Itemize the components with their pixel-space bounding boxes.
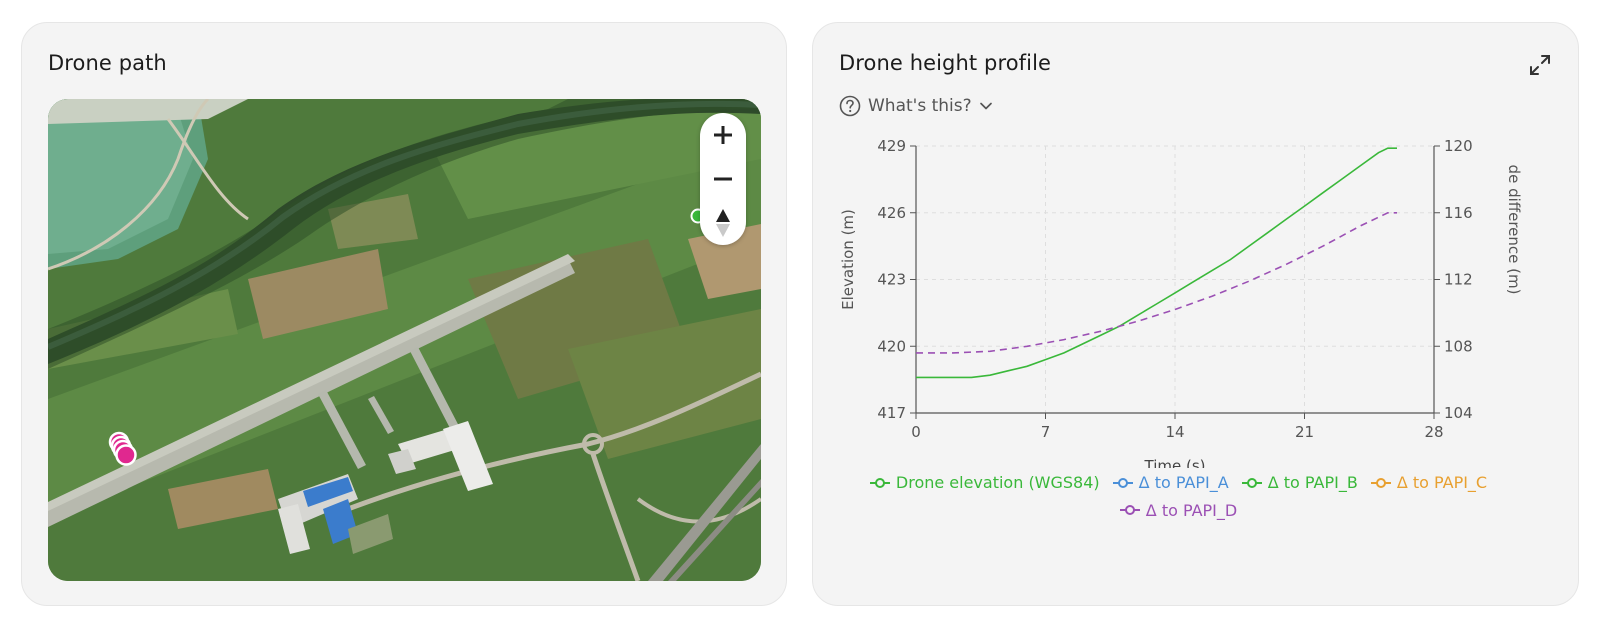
y2-axis-label: de difference (m)	[1505, 165, 1523, 295]
expand-icon	[1530, 55, 1550, 75]
legend-item-2[interactable]: Δ to PAPI_B	[1241, 469, 1358, 496]
map-imagery	[48, 99, 761, 581]
series-line-0	[916, 147, 1397, 379]
x-tick-label: 14	[1165, 423, 1184, 441]
legend-swatch-icon	[1241, 477, 1262, 488]
drone-marker-stack[interactable]	[106, 431, 146, 471]
legend-swatch-icon	[1370, 477, 1391, 488]
height-profile-title: Drone height profile	[839, 51, 1052, 75]
legend-item-3[interactable]: Δ to PAPI_C	[1370, 469, 1487, 496]
legend-label: Drone elevation (WGS84)	[895, 473, 1100, 492]
legend-swatch-icon	[869, 477, 890, 488]
y-tick-label: 423	[877, 271, 906, 289]
x-tick-label: 7	[1041, 423, 1051, 441]
y-tick-label: 420	[877, 337, 906, 355]
whats-this-toggle[interactable]: What's this?	[839, 94, 993, 118]
x-tick-label: 21	[1295, 423, 1314, 441]
legend-item-4[interactable]: Δ to PAPI_D	[1119, 497, 1237, 524]
chart-legend: Drone elevation (WGS84) Δ to PAPI_A Δ to P…	[833, 469, 1523, 524]
y-tick-label: 426	[877, 204, 906, 222]
chart-series	[916, 147, 1397, 379]
satellite-map[interactable]	[48, 99, 761, 581]
legend-item-0[interactable]: Drone elevation (WGS84)	[869, 469, 1100, 496]
expand-button[interactable]	[1528, 53, 1552, 77]
y-axis-label: Elevation (m)	[839, 209, 857, 310]
minus-icon	[714, 177, 732, 181]
y2-tick-label: 116	[1444, 204, 1473, 222]
map-zoom-control	[700, 113, 746, 245]
x-tick-label: 0	[911, 423, 921, 441]
drone-path-title: Drone path	[48, 51, 167, 75]
drone-path-card: Drone path	[21, 22, 787, 606]
y2-tick-label: 104	[1444, 404, 1473, 422]
height-profile-card: Drone height profile What's this? 0 7 14 21…	[812, 22, 1579, 606]
chevron-down-icon	[979, 102, 992, 110]
chart-ticks: 0 7 14 21 28 417 420 423 426 429 104 108 112 116 120	[877, 137, 1472, 441]
help-circle-icon	[839, 95, 861, 117]
legend-label: Δ to PAPI_C	[1396, 473, 1488, 492]
zoom-in-button[interactable]	[700, 113, 746, 157]
y2-tick-label: 120	[1444, 137, 1473, 155]
zoom-out-button[interactable]	[700, 157, 746, 201]
series-line-4	[916, 212, 1397, 354]
legend-label: Δ to PAPI_D	[1145, 500, 1238, 520]
legend-label: Δ to PAPI_B	[1267, 473, 1358, 492]
legend-item-1[interactable]: Δ to PAPI_A	[1112, 469, 1229, 496]
y2-tick-label: 108	[1444, 337, 1473, 355]
compass-north-icon	[716, 209, 730, 237]
legend-label: Δ to PAPI_A	[1138, 473, 1229, 492]
plus-icon	[714, 126, 732, 144]
height-profile-chart: 0 7 14 21 28 417 420 423 426 429 104 108 112 116 120 T…	[839, 137, 1523, 468]
compass-button[interactable]	[700, 201, 746, 245]
x-tick-label: 28	[1424, 423, 1443, 441]
whats-this-label: What's this?	[868, 96, 972, 116]
legend-swatch-icon	[1112, 477, 1133, 488]
chart-grid	[916, 145, 1435, 413]
legend-swatch-icon	[1119, 505, 1140, 515]
y-tick-label: 417	[877, 404, 906, 422]
y-tick-label: 429	[877, 137, 906, 155]
y2-tick-label: 112	[1444, 271, 1473, 289]
x-axis-label: Time (s)	[1144, 457, 1206, 468]
